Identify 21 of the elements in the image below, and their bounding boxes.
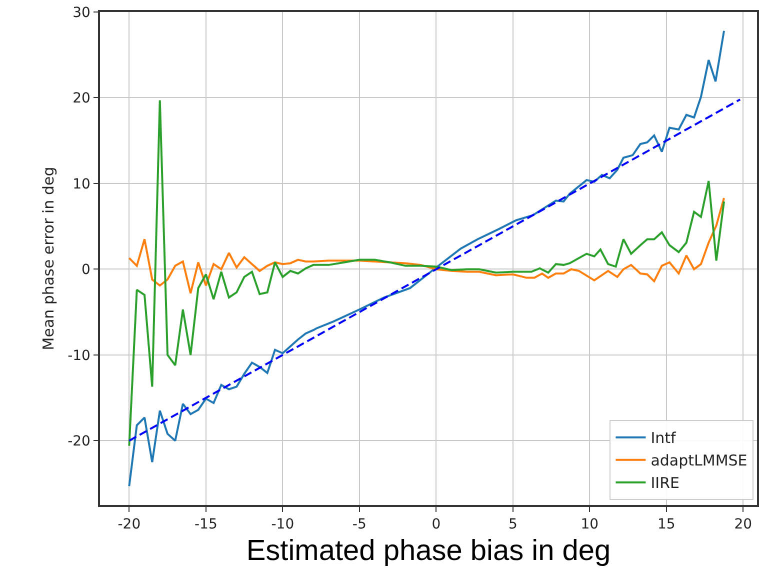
line-series bbox=[128, 197, 725, 294]
y-tick-label: 0 bbox=[82, 262, 90, 278]
x-tick-label: -20 bbox=[118, 516, 141, 533]
x-tick-label: 15 bbox=[658, 516, 676, 533]
x-tick-label: -10 bbox=[271, 516, 294, 533]
x-tick-label: -5 bbox=[352, 516, 366, 533]
legend-label: IIRE bbox=[650, 474, 680, 492]
y-tick-label: -20 bbox=[68, 434, 90, 450]
x-tick-label: 0 bbox=[432, 516, 441, 533]
x-tick-label: 10 bbox=[580, 516, 599, 533]
legend-label: adaptLMMSE bbox=[650, 452, 748, 470]
y-tick-label: 30 bbox=[72, 4, 90, 21]
legend-label: Intf bbox=[650, 429, 677, 448]
x-tick-label: -15 bbox=[194, 516, 218, 533]
y-tick-label: 20 bbox=[72, 90, 90, 107]
x-axis-title: Estimated phase bias in deg bbox=[246, 534, 611, 567]
y-axis-title: Mean phase error in deg bbox=[39, 166, 58, 350]
y-tick-label: -10 bbox=[68, 348, 90, 364]
x-tick-label: 20 bbox=[734, 516, 752, 533]
x-tick-label: 5 bbox=[508, 516, 518, 533]
y-tick-label: 10 bbox=[72, 176, 90, 192]
